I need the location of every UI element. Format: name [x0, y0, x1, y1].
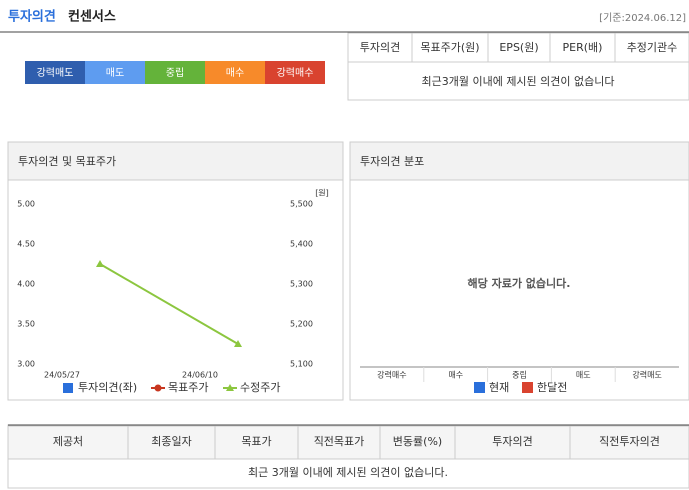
y-tick-label: 4.50	[17, 240, 35, 249]
col-header: 목표가	[241, 435, 271, 448]
right-panel-title: 투자의견 분포	[360, 155, 424, 168]
date: [기준:2024.06.12]	[599, 12, 686, 24]
summary-message: 최근3개월 이내에 제시된 의견이 없습니다	[421, 75, 614, 88]
left-panel-head	[7, 141, 344, 181]
rating-cell	[25, 61, 85, 84]
col-header: 직전투자의견	[599, 435, 660, 448]
col-header: 추정기관수	[627, 41, 678, 54]
rating-label: 강력매수	[277, 67, 314, 79]
col-header: 직전목표가	[314, 435, 365, 448]
rating-cell	[145, 61, 205, 84]
y2-tick-label: 5,200	[290, 320, 313, 329]
series-line	[99, 263, 239, 345]
rating-label: 매수	[226, 67, 244, 79]
col-head-bg	[569, 425, 689, 460]
y-tick-label: 3.00	[17, 360, 35, 369]
col-header: 최종일자	[151, 434, 191, 448]
y2-tick-label: 5,500	[290, 200, 313, 209]
dist-message: 해당 자료가 없습니다.	[468, 276, 571, 290]
x-tick-label: 강력매수	[377, 370, 406, 380]
rating-cell	[85, 61, 145, 84]
col-header: 변동률(%)	[393, 435, 442, 448]
col-head-bg	[454, 425, 571, 460]
col-head-bg	[7, 425, 129, 460]
legend-swatch	[474, 382, 485, 393]
col-head-bg	[214, 425, 299, 460]
x-tick-label: 매수	[448, 371, 463, 380]
col-head-bg	[127, 425, 216, 460]
legend-swatch	[522, 382, 533, 393]
rating-cell	[265, 61, 325, 84]
y2-tick-label: 5,100	[290, 360, 313, 369]
right-panel	[349, 141, 689, 401]
legend-label: 현재	[489, 381, 509, 394]
rating-label: 매도	[106, 67, 124, 79]
legend-label: 목표주가	[168, 381, 208, 394]
y2-tick-label: 5,400	[290, 240, 313, 249]
bottom-message: 최근 3개월 이내에 제시된 의견이 없습니다.	[248, 466, 448, 479]
x-tick-label: 24/05/27	[44, 371, 80, 380]
rating-cell	[205, 61, 265, 84]
x-tick-label: 24/06/10	[182, 371, 218, 380]
title: 컨센서스	[68, 9, 116, 25]
marker	[234, 340, 242, 347]
y-tick-label: 3.50	[17, 320, 35, 329]
y-tick-label: 5.00	[17, 200, 35, 209]
right-panel-head	[349, 141, 689, 181]
marker	[96, 260, 104, 267]
col-header: EPS(원)	[499, 41, 538, 54]
col-header: 제공처	[53, 435, 83, 448]
col-head-bg	[379, 425, 456, 460]
col-header: 투자의견	[492, 435, 532, 448]
legend-label: 수정주가	[240, 381, 280, 394]
y2-unit: [원]	[315, 189, 329, 198]
marker	[226, 384, 234, 391]
col-header: PER(배)	[563, 41, 603, 54]
marker	[154, 384, 162, 392]
left-panel-title: 투자의견 및 목표주가	[18, 155, 116, 168]
legend-label: 투자의견(좌)	[78, 381, 137, 394]
x-tick-label: 매도	[576, 371, 591, 380]
col-header: 투자의견	[360, 41, 400, 54]
col-head-bg	[297, 425, 381, 460]
rating-label: 중립	[166, 66, 184, 79]
x-tick-label: 강력매도	[632, 370, 661, 380]
legend-label: 한달전	[537, 381, 567, 394]
x-tick-label: 중립	[512, 371, 527, 380]
title-blue: 투자의견	[8, 9, 56, 25]
y2-tick-label: 5,300	[290, 280, 313, 289]
marker	[63, 383, 73, 393]
rating-label: 강력매도	[37, 67, 74, 79]
y-tick-label: 4.00	[17, 280, 35, 289]
summary-box	[347, 32, 689, 101]
col-header: 목표주가(원)	[420, 41, 479, 54]
